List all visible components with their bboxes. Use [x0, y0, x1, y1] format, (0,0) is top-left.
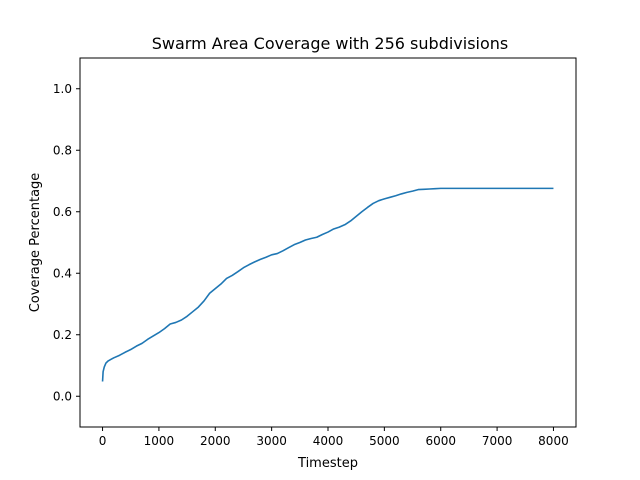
x-tick-label: 8000 — [538, 434, 569, 448]
y-tick-label: 0.0 — [53, 389, 72, 403]
x-tick-label: 0 — [99, 434, 107, 448]
x-axis-label: Timestep — [297, 456, 358, 471]
x-tick-label: 3000 — [256, 434, 287, 448]
x-tick-label: 1000 — [144, 434, 175, 448]
y-tick-label: 1.0 — [53, 82, 72, 96]
y-tick-label: 0.6 — [53, 205, 72, 219]
y-tick-label: 0.4 — [53, 266, 72, 280]
plot-frame — [79, 57, 577, 428]
chart-title: Swarm Area Coverage with 256 subdivision… — [152, 34, 509, 53]
y-axis-label: Coverage Percentage — [28, 173, 43, 313]
x-tick-label: 4000 — [313, 434, 344, 448]
coverage-line — [101, 187, 554, 382]
x-tick-label: 5000 — [369, 434, 400, 448]
x-tick-label: 7000 — [482, 434, 513, 448]
x-tick-label: 2000 — [200, 434, 231, 448]
y-tick-label: 0.2 — [53, 328, 72, 342]
x-tick-label: 6000 — [425, 434, 456, 448]
y-tick-label: 0.8 — [53, 143, 72, 157]
